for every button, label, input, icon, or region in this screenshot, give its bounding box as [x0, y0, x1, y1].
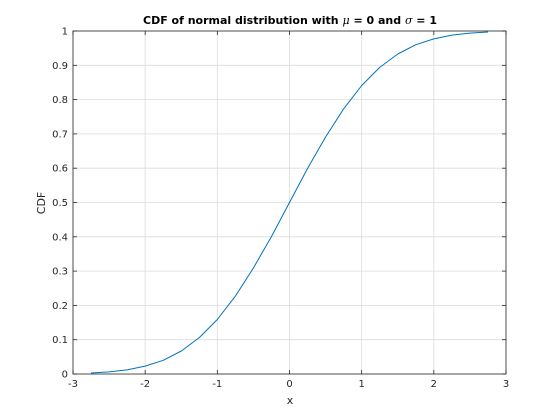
y-axis-label: CDF [35, 192, 48, 214]
x-tick-label: 3 [503, 379, 509, 390]
x-tick-label: -3 [68, 379, 78, 390]
title-suffix: = 1 [412, 14, 437, 27]
x-tick-labels: -3 -2 -1 0 1 2 3 [68, 379, 509, 390]
y-tick-label: 0.4 [52, 232, 68, 243]
y-tick-label: 0.7 [52, 129, 68, 140]
y-tick-label: 0.3 [52, 267, 68, 278]
x-axis-label: x [287, 394, 294, 407]
y-tick-label: 0.2 [52, 301, 68, 312]
x-tick-label: 0 [286, 379, 292, 390]
y-tick-label: 0.1 [52, 335, 68, 346]
cdf-series-line [90, 31, 489, 374]
x-tick-label: -2 [140, 379, 150, 390]
y-tick-labels: 0 0.1 0.2 0.3 0.4 0.5 0.6 0.7 0.8 0.9 1 [52, 27, 68, 381]
y-tick-label: 0.8 [52, 95, 68, 106]
title-sigma-symbol: σ [405, 14, 413, 27]
chart-title: CDF of normal distribution with μ = 0 an… [143, 14, 437, 27]
y-tick-label: 0 [62, 370, 68, 381]
title-middle: = 0 and [350, 14, 405, 27]
series-group [90, 31, 489, 374]
x-tick-label: -1 [212, 379, 222, 390]
y-tick-label: 0.9 [52, 61, 68, 72]
title-mu-symbol: μ [342, 14, 349, 27]
tick-marks [72, 30, 507, 375]
y-tick-label: 0.5 [52, 198, 68, 209]
x-tick-label: 2 [431, 379, 437, 390]
x-tick-label: 1 [358, 379, 364, 390]
y-tick-label: 0.6 [52, 164, 68, 175]
y-tick-label: 1 [62, 27, 68, 38]
title-prefix: CDF of normal distribution with [143, 14, 342, 27]
